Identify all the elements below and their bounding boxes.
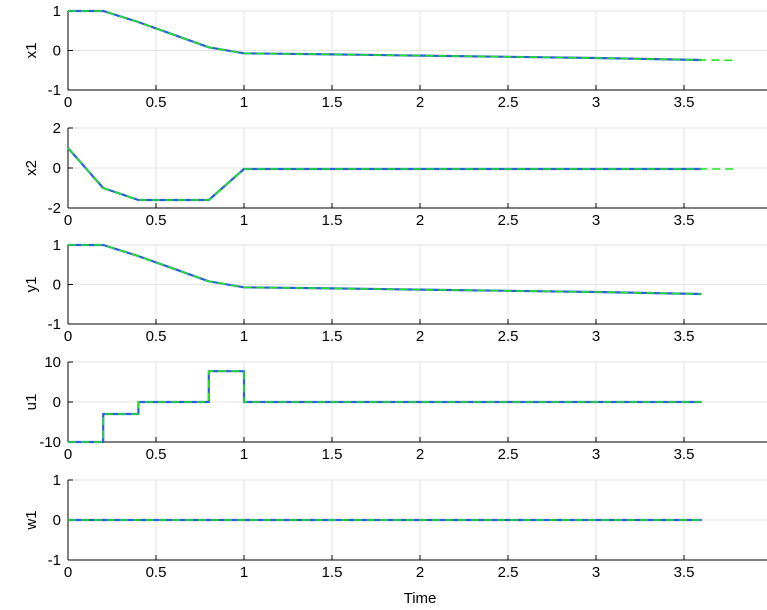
y-axis-label: x1 xyxy=(23,43,40,59)
x-tick-label: 1 xyxy=(240,94,248,111)
x-tick-label: 2.5 xyxy=(498,212,519,229)
x-axis-label: Time xyxy=(404,590,437,607)
x-tick-label: 3 xyxy=(592,446,600,463)
x-tick-label: 1 xyxy=(240,564,248,581)
y-tick-label: -2 xyxy=(48,200,61,217)
x-tick-label: 0 xyxy=(64,212,72,229)
x-tick-label: 1.5 xyxy=(322,212,343,229)
x-tick-label: 0.5 xyxy=(146,564,167,581)
x-tick-label: 0.5 xyxy=(146,328,167,345)
x-tick-label: 3.5 xyxy=(674,446,695,463)
series-line-solid xyxy=(67,147,702,202)
y-tick-label: -10 xyxy=(39,434,61,451)
x-tick-label: 0 xyxy=(64,446,72,463)
x-tick-label: 1 xyxy=(240,212,248,229)
x-tick-label: 0.5 xyxy=(146,94,167,111)
x-tick-label: 1.5 xyxy=(322,94,343,111)
y-axis-label: x2 xyxy=(23,160,40,176)
x-tick-label: 2 xyxy=(416,446,424,463)
y-tick-label: 2 xyxy=(53,120,61,137)
series-line-dashed xyxy=(68,10,737,62)
x-tick-label: 2 xyxy=(416,212,424,229)
x-tick-label: 1 xyxy=(240,328,248,345)
x-tick-label: 0.5 xyxy=(146,446,167,463)
y-tick-label: 0 xyxy=(53,160,61,177)
x-tick-label: 2.5 xyxy=(498,564,519,581)
y-tick-label: 0 xyxy=(53,43,61,60)
x-tick-label: 0.5 xyxy=(146,212,167,229)
y-tick-label: 1 xyxy=(53,472,61,489)
series-line-dashed xyxy=(68,244,702,295)
x-tick-label: 3 xyxy=(592,94,600,111)
x-tick-label: 1.5 xyxy=(322,564,343,581)
x-tick-label: 1.5 xyxy=(322,328,343,345)
x-tick-label: 2 xyxy=(416,328,424,345)
x-tick-label: 0 xyxy=(64,564,72,581)
x-tick-label: 2 xyxy=(416,564,424,581)
x-tick-label: 2.5 xyxy=(498,328,519,345)
series-line-solid xyxy=(68,370,702,444)
series-line-dashed xyxy=(67,147,737,201)
x-tick-label: 3 xyxy=(592,564,600,581)
y-axis-label: w1 xyxy=(23,510,40,530)
x-tick-label: 3.5 xyxy=(674,212,695,229)
y-tick-label: 1 xyxy=(53,237,61,254)
x-tick-label: 1.5 xyxy=(322,446,343,463)
series-line-dashed xyxy=(68,370,702,443)
y-axis-label: u1 xyxy=(23,394,40,411)
y-tick-label: -1 xyxy=(48,552,61,569)
y-tick-label: 10 xyxy=(44,354,61,371)
x-tick-label: 3.5 xyxy=(674,94,695,111)
x-tick-label: 2 xyxy=(416,94,424,111)
x-tick-label: 3.5 xyxy=(674,328,695,345)
x-tick-label: 3 xyxy=(592,328,600,345)
y-tick-label: -1 xyxy=(48,82,61,99)
x-tick-label: 3.5 xyxy=(674,564,695,581)
x-tick-label: 3 xyxy=(592,212,600,229)
y-tick-label: -1 xyxy=(48,316,61,333)
series-line-solid xyxy=(68,9,702,62)
x-tick-label: 2.5 xyxy=(498,446,519,463)
x-tick-label: 1 xyxy=(240,446,248,463)
y-tick-label: 0 xyxy=(53,277,61,294)
y-axis-label: y1 xyxy=(23,277,40,293)
x-tick-label: 2.5 xyxy=(498,94,519,111)
y-tick-label: 0 xyxy=(53,512,61,529)
y-tick-label: 0 xyxy=(53,394,61,411)
series-line-solid xyxy=(68,243,702,296)
x-tick-label: 0 xyxy=(64,328,72,345)
y-tick-label: 1 xyxy=(53,3,61,20)
x-tick-label: 0 xyxy=(64,94,72,111)
